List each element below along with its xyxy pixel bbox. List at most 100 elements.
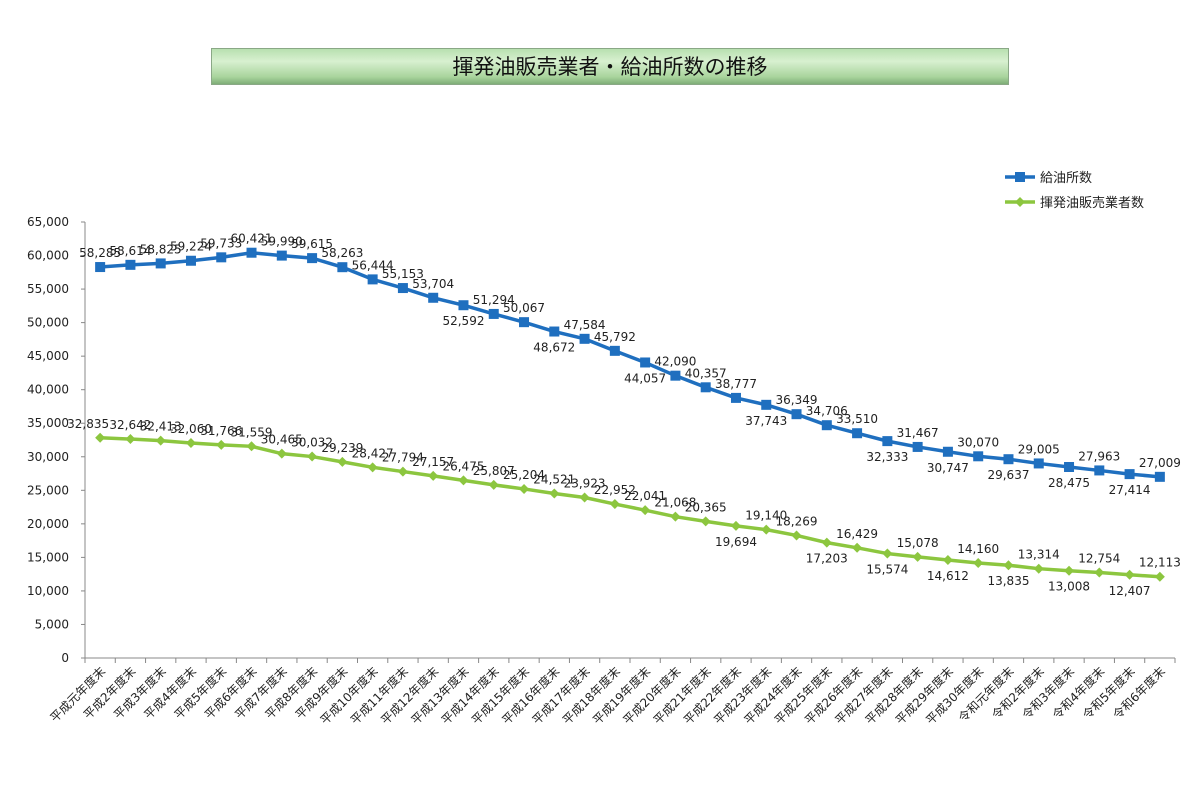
data-label: 30,465 [261,433,303,447]
data-point-marker [1094,465,1105,476]
data-point-marker [882,436,893,447]
data-point-marker [609,499,620,510]
data-label: 16,429 [836,527,878,541]
data-label: 13,008 [1048,580,1090,594]
data-label: 58,614 [109,244,151,258]
data-point-marker [155,435,166,446]
legend-marker [1015,197,1025,207]
data-point-marker [1003,560,1014,571]
data-point-marker [942,554,953,565]
data-point-marker [579,333,590,344]
data-point-marker [791,409,802,420]
data-label: 32,413 [140,420,182,434]
data-point-marker [95,432,106,443]
data-point-marker [216,252,227,263]
data-point-marker [549,326,560,337]
data-label: 58,263 [321,246,363,260]
data-label: 58,285 [79,246,121,260]
data-label: 23,923 [564,477,606,491]
y-tick-label: 50,000 [27,316,69,330]
data-point-marker [307,253,318,264]
data-label: 30,747 [927,461,969,475]
data-label: 14,612 [927,569,969,583]
chart-title: 揮発油販売業者・給油所数の推移 [211,48,1009,85]
data-point-marker [852,542,863,553]
data-point-marker [791,530,802,541]
legend-marker [1015,172,1025,182]
data-label: 40,357 [685,366,727,380]
data-label: 12,407 [1109,584,1151,598]
data-label: 19,694 [715,535,757,549]
data-label: 20,365 [685,500,727,514]
data-point-marker [458,475,469,486]
data-label: 17,203 [806,552,848,566]
data-label: 30,070 [957,435,999,449]
data-label: 32,333 [866,450,908,464]
data-label: 55,153 [382,267,424,281]
data-label: 36,349 [776,393,818,407]
data-label: 21,068 [654,496,696,510]
data-label: 32,642 [109,418,151,432]
y-tick-label: 55,000 [27,282,69,296]
series-line-1 [100,436,1160,579]
y-tick-label: 20,000 [27,517,69,531]
data-point-marker [458,300,469,311]
data-label: 18,269 [776,514,818,528]
data-point-marker [579,492,590,503]
data-label: 60,421 [231,232,273,246]
data-label: 28,427 [352,446,394,460]
data-label: 25,807 [473,464,515,478]
data-point-marker [397,283,408,294]
legend-label: 揮発油販売業者数 [1040,195,1144,211]
data-point-marker [912,551,923,562]
data-label: 27,157 [412,455,454,469]
data-point-marker [912,441,923,452]
y-tick-label: 60,000 [27,249,69,263]
data-label: 15,574 [866,563,908,577]
data-label: 32,060 [170,422,212,436]
data-point-marker [367,274,378,285]
data-label: 30,032 [291,436,333,450]
y-tick-label: 30,000 [27,450,69,464]
data-point-marker [307,451,318,462]
data-point-marker [125,434,136,445]
y-tick-label: 0 [61,651,69,665]
data-point-marker [942,446,953,457]
y-tick-label: 5,000 [35,617,69,631]
data-point-marker [246,441,257,452]
data-point-marker [519,317,530,328]
data-label: 15,078 [897,536,939,550]
data-point-marker [488,479,499,490]
data-label: 27,794 [382,451,424,465]
data-label: 27,009 [1139,456,1181,470]
data-label: 59,224 [170,240,212,254]
data-label: 53,704 [412,277,454,291]
data-point-marker [700,382,711,393]
data-label: 26,475 [442,459,484,473]
data-label: 27,963 [1078,449,1120,463]
legend-label: 給油所数 [1040,171,1092,186]
data-point-marker [246,247,257,258]
data-label: 28,475 [1048,476,1090,490]
data-label: 13,835 [987,574,1029,588]
series-line-0 [100,250,1161,479]
data-label: 52,592 [442,314,484,328]
data-point-marker [700,516,711,527]
data-label: 14,160 [957,542,999,556]
data-label: 42,090 [654,355,696,369]
data-point-marker [519,483,530,494]
data-point-marker [428,470,439,481]
data-point-marker [1033,458,1044,469]
data-point-marker [973,451,984,462]
data-label: 33,510 [836,412,878,426]
data-label: 59,733 [200,236,242,250]
data-point-marker [852,428,863,439]
y-tick-label: 40,000 [27,383,69,397]
data-point-marker [1033,563,1044,574]
data-point-marker [1064,565,1075,576]
data-label: 34,706 [806,404,848,418]
data-point-marker [730,520,741,531]
data-point-marker [155,258,166,269]
